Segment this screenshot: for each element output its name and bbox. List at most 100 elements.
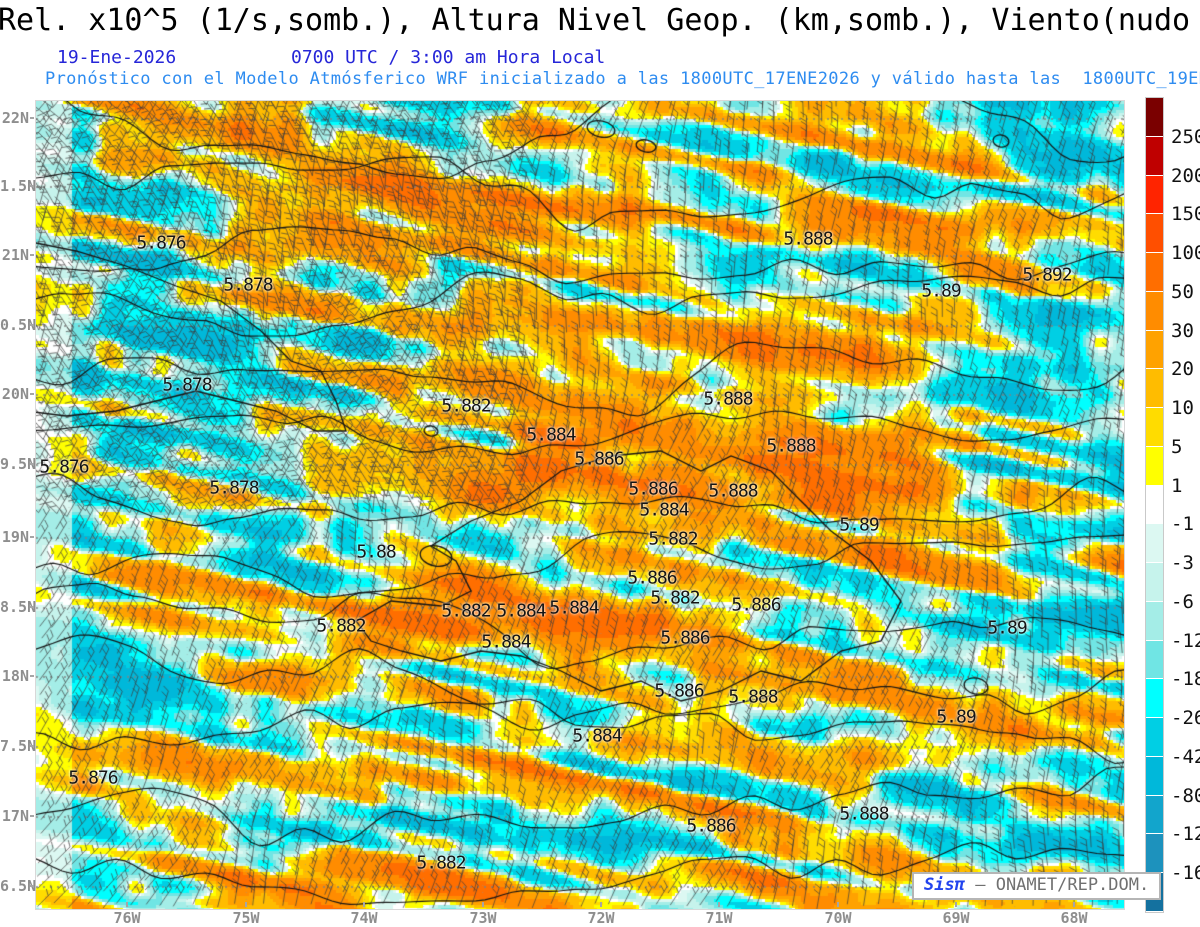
contour-label: 5.878 <box>209 477 259 499</box>
colorbar-tick-100: 100 <box>1171 242 1200 265</box>
colorbar-tick--80: -80 <box>1171 784 1200 807</box>
page-title: Rel. x10^5 (1/s,somb.), Altura Nivel Geo… <box>0 3 1191 38</box>
lon-tick <box>126 902 128 907</box>
colorbar-tick--42: -42 <box>1171 745 1200 768</box>
colorbar-segment <box>1146 330 1163 370</box>
contour-label: 5.884 <box>639 499 689 521</box>
lat-label-20N: 20N <box>1 385 29 403</box>
contour-label: 5.876 <box>39 456 89 478</box>
contour-label: 5.884 <box>496 600 546 622</box>
lat-tick <box>30 606 34 608</box>
contour-label: 5.888 <box>728 686 778 708</box>
forecast-date: 19-Ene-2026 <box>57 47 177 68</box>
colorbar-tick-20: 20 <box>1171 358 1194 381</box>
colorbar-tick--26: -26 <box>1171 707 1200 730</box>
lat-label-8.5N: 8.5N <box>0 598 37 616</box>
lon-tick <box>600 902 602 907</box>
lon-tick <box>718 902 720 907</box>
colorbar-segment <box>1146 485 1163 525</box>
colorbar-tick--3: -3 <box>1171 552 1194 575</box>
contour-label: 5.882 <box>648 528 698 550</box>
colorbar-segment <box>1146 601 1163 641</box>
lon-label-73W: 73W <box>469 909 497 927</box>
lon-tick <box>245 902 247 907</box>
lat-label-18N: 18N <box>1 667 29 685</box>
lon-tick <box>955 902 957 907</box>
contour-label: 5.89 <box>987 617 1027 639</box>
lat-tick <box>30 815 34 817</box>
lat-tick <box>30 185 34 187</box>
colorbar-tick-10: 10 <box>1171 397 1194 420</box>
lat-label-9.5N: 9.5N <box>0 455 37 473</box>
lon-tick <box>1073 902 1075 907</box>
colorbar-segment <box>1146 795 1163 835</box>
contour-label: 5.888 <box>703 388 753 410</box>
lon-tick <box>482 902 484 907</box>
lat-tick <box>30 885 34 887</box>
colorbar-segment <box>1146 291 1163 331</box>
contour-label: 5.886 <box>731 594 781 616</box>
lat-label-0.5N: 0.5N <box>0 316 37 334</box>
colorbar-segment <box>1146 408 1163 447</box>
colorbar-segment <box>1146 679 1163 718</box>
contour-label: 5.888 <box>766 435 816 457</box>
lon-tick <box>363 902 365 907</box>
colorbar-segment <box>1146 175 1163 215</box>
contour-label: 5.884 <box>526 424 576 446</box>
lon-label-74W: 74W <box>350 909 378 927</box>
contour-label: 5.886 <box>660 627 710 649</box>
contour-label: 5.89 <box>921 280 961 302</box>
lon-label-69W: 69W <box>942 909 970 927</box>
contour-label: 5.884 <box>481 631 531 653</box>
watermark: Sisπ — ONAMET/REP.DOM. <box>912 872 1162 900</box>
weather-map-canvas <box>36 101 1124 909</box>
lon-label-70W: 70W <box>824 909 852 927</box>
contour-label: 5.886 <box>628 478 678 500</box>
colorbar-segment <box>1146 640 1163 680</box>
colorbar-tick--160: -160 <box>1171 862 1200 885</box>
contour-label: 5.886 <box>574 448 624 470</box>
lat-tick <box>30 117 34 119</box>
watermark-brand: Sisπ <box>924 875 965 895</box>
contour-label: 5.884 <box>572 725 622 747</box>
lat-tick <box>30 745 34 747</box>
colorbar-tick--18: -18 <box>1171 668 1200 691</box>
lat-label-19N: 19N <box>1 528 29 546</box>
contour-label: 5.886 <box>654 680 704 702</box>
contour-label: 5.878 <box>223 274 273 296</box>
colorbar-tick-1: 1 <box>1171 474 1183 497</box>
weather-map: 5.876 5.878 5.878 5.876 5.878 5.882 5.884 5.886… <box>35 100 1125 910</box>
contour-label: 5.886 <box>627 567 677 589</box>
contour-label: 5.876 <box>136 232 186 254</box>
lat-tick <box>30 536 34 538</box>
colorbar <box>1145 97 1164 913</box>
colorbar-segment <box>1146 446 1163 486</box>
contour-label: 5.89 <box>936 706 976 728</box>
contour-label: 5.882 <box>441 600 491 622</box>
lat-tick <box>30 324 34 326</box>
colorbar-tick-5: 5 <box>1171 435 1183 458</box>
lat-tick <box>30 393 34 395</box>
colorbar-segment <box>1146 563 1163 602</box>
forecast-description: Pronóstico con el Modelo Atmósferico WRF… <box>45 69 1200 89</box>
contour-label: 5.882 <box>416 852 466 874</box>
lon-label-71W: 71W <box>705 909 733 927</box>
colorbar-tick--1: -1 <box>1171 513 1194 536</box>
lon-label-68W: 68W <box>1060 909 1088 927</box>
forecast-time: 0700 UTC / 3:00 am Hora Local <box>291 47 606 68</box>
watermark-text: ONAMET/REP.DOM. <box>995 875 1150 895</box>
lon-label-72W: 72W <box>587 909 615 927</box>
lon-tick <box>837 902 839 907</box>
colorbar-segment <box>1146 369 1163 408</box>
colorbar-segment <box>1146 756 1163 796</box>
colorbar-segment <box>1146 136 1163 176</box>
colorbar-segment <box>1146 98 1163 137</box>
contour-label: 5.882 <box>316 615 366 637</box>
contour-label: 5.88 <box>356 541 396 563</box>
colorbar-tick-30: 30 <box>1171 319 1194 342</box>
lat-label-6.5N: 6.5N <box>0 877 37 895</box>
contour-label: 5.888 <box>783 228 833 250</box>
colorbar-segment <box>1146 253 1163 292</box>
lon-label-76W: 76W <box>113 909 141 927</box>
